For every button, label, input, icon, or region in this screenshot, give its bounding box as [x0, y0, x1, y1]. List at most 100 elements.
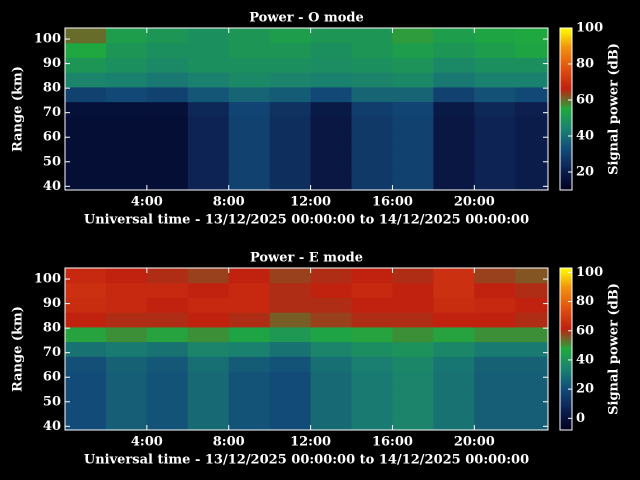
heat-cell [228, 385, 271, 402]
heat-cell [351, 282, 393, 298]
heat-cell [433, 145, 475, 162]
heat-cell [146, 72, 189, 88]
heat-cell [515, 101, 548, 117]
heat-cell [351, 131, 393, 147]
heat-cell [310, 116, 353, 132]
heat-cell [65, 101, 107, 117]
heat-cell [187, 42, 230, 58]
heat-cell [310, 312, 353, 328]
heat-cell [228, 268, 271, 284]
heat-cell [310, 131, 353, 147]
heat-cell [351, 72, 393, 88]
heat-cell [351, 326, 393, 343]
heat-cell [474, 356, 516, 372]
heat-cell [187, 145, 230, 162]
heat-cell [269, 385, 312, 402]
heat-cell [65, 312, 107, 328]
heat-cell [351, 341, 393, 357]
heat-cell [310, 145, 353, 162]
heat-cell [65, 160, 107, 176]
y-tick-label: 40 [43, 419, 61, 434]
heat-cell [515, 86, 548, 103]
heat-cell [351, 42, 393, 58]
x-tick-label: 4:00 [131, 435, 163, 450]
heat-cell [105, 145, 148, 162]
heat-cell [65, 400, 107, 416]
heat-cell [351, 86, 393, 103]
heat-cell [310, 175, 353, 190]
colorbar-tick-label: 20 [576, 165, 594, 180]
heat-cell [515, 42, 548, 58]
heat-cell [474, 42, 516, 58]
heat-cell [65, 28, 107, 44]
heat-cell [146, 145, 189, 162]
heat-cell [515, 415, 548, 430]
heat-cell [105, 400, 148, 416]
heat-cell [474, 371, 516, 387]
x-tick-label: 16:00 [372, 195, 413, 210]
heat-cell [433, 42, 475, 58]
colorbar-tick-label: 80 [576, 57, 594, 72]
heat-cell [269, 268, 312, 284]
heat-cell [474, 160, 516, 176]
heat-cell [65, 356, 107, 372]
heat-cell [310, 28, 353, 44]
heat-cell [269, 297, 312, 313]
heat-cell [65, 385, 107, 402]
heat-cell [187, 116, 230, 132]
heat-cell [228, 356, 271, 372]
heat-cell [351, 116, 393, 132]
colorbar-label: Signal power (dB) [607, 283, 622, 415]
heat-cell [392, 57, 434, 73]
heat-cell [392, 400, 434, 416]
heat-cell [65, 175, 107, 190]
heat-cell [474, 101, 516, 117]
y-tick-label: 60 [43, 130, 61, 145]
heat-cell [146, 86, 189, 103]
y-tick-label: 50 [43, 154, 61, 169]
heat-cell [474, 415, 516, 430]
heat-cell [474, 116, 516, 132]
colorbar-tick-label: 100 [576, 265, 603, 280]
heat-cell [105, 101, 148, 117]
x-tick-label: 12:00 [290, 195, 331, 210]
heat-cell [515, 268, 548, 284]
heat-cell [65, 341, 107, 357]
heat-cell [351, 101, 393, 117]
heat-cell [105, 282, 148, 298]
heat-cell [146, 131, 189, 147]
colorbar-tick-label: 100 [576, 21, 603, 36]
y-tick-label: 90 [43, 296, 61, 311]
heat-cell [515, 356, 548, 372]
heat-cell [146, 415, 189, 430]
heat-cell [187, 371, 230, 387]
heat-cell [187, 341, 230, 357]
y-tick-label: 80 [43, 321, 61, 336]
heat-cell [433, 28, 475, 44]
heat-cell [392, 297, 434, 313]
y-tick-label: 70 [43, 105, 61, 120]
heat-cell [433, 160, 475, 176]
heat-cell [65, 131, 107, 147]
heat-cell [310, 297, 353, 313]
heat-cell [392, 116, 434, 132]
heat-cell [351, 268, 393, 284]
heat-cell [351, 371, 393, 387]
heat-cell [146, 101, 189, 117]
heat-cell [187, 326, 230, 343]
heat-cell [433, 326, 475, 343]
heat-cell [187, 356, 230, 372]
heat-cell [228, 297, 271, 313]
heat-cell [105, 326, 148, 343]
heat-cell [105, 175, 148, 190]
heat-cell [187, 282, 230, 298]
heat-cell [105, 385, 148, 402]
heat-cell [474, 326, 516, 343]
heat-cell [146, 400, 189, 416]
x-tick-label: 16:00 [372, 435, 413, 450]
colorbar-tick-label: 60 [576, 323, 594, 338]
heatmap [65, 28, 548, 190]
heat-cell [433, 101, 475, 117]
heat-cell [65, 57, 107, 73]
heat-cell [310, 371, 353, 387]
